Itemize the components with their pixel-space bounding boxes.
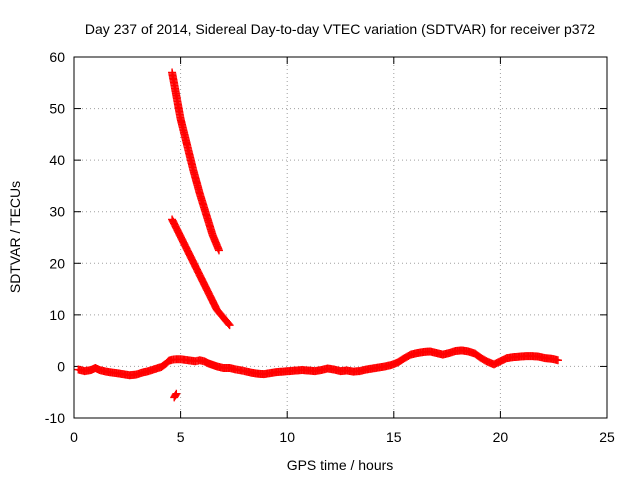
chart-title: Day 237 of 2014, Sidereal Day-to-day VTE… — [85, 21, 595, 37]
y-tick-label: 30 — [49, 204, 65, 220]
series-isolated — [170, 389, 181, 402]
data-point — [224, 320, 233, 329]
x-axis-label: GPS time / hours — [287, 457, 394, 473]
y-tick-label: 0 — [57, 358, 65, 374]
y-tick-label: 20 — [49, 255, 65, 271]
data-point — [553, 356, 562, 365]
data-point — [171, 390, 180, 399]
y-tick-label: 60 — [49, 49, 65, 65]
data-point — [172, 389, 181, 398]
y-tick-label: 10 — [49, 307, 65, 323]
plot-frame — [73, 56, 608, 419]
y-tick-label: 50 — [49, 101, 65, 117]
y-axis-label: SDTVAR / TECUs — [7, 181, 23, 293]
data-point — [225, 321, 234, 330]
y-tick-label: -10 — [45, 410, 65, 426]
axis-ticks: 0 5 10 15 20 25 -10 0 10 20 30 40 50 60 — [45, 49, 615, 445]
x-tick-label: 10 — [279, 429, 295, 445]
data-points — [74, 68, 562, 402]
series-baseline — [74, 346, 562, 380]
x-tick-label: 20 — [493, 429, 509, 445]
data-point — [214, 246, 223, 255]
x-tick-label: 0 — [70, 429, 78, 445]
x-tick-label: 15 — [386, 429, 402, 445]
y-tick-label: 40 — [49, 152, 65, 168]
x-tick-label: 5 — [177, 429, 185, 445]
series-steep-descent — [168, 68, 223, 255]
x-tick-label: 25 — [599, 429, 615, 445]
series-shallow-descent — [168, 215, 234, 330]
grid-lines — [74, 57, 607, 418]
